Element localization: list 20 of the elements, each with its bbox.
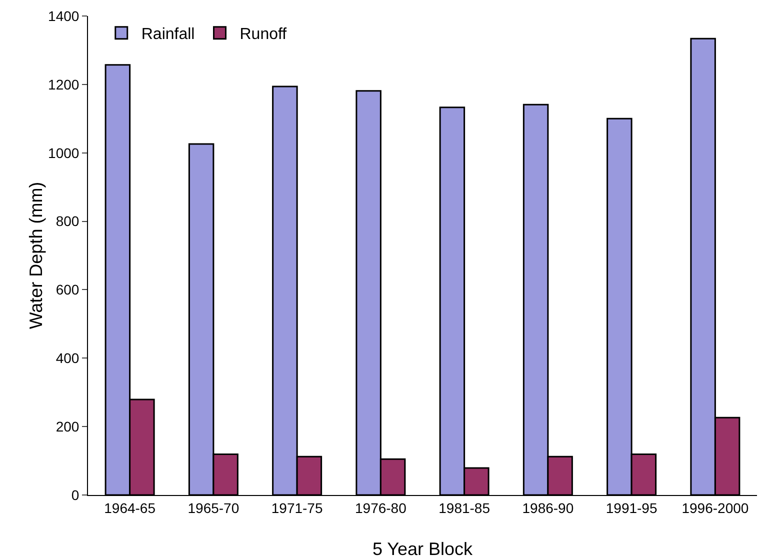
y-tick-label: 0 <box>71 486 80 503</box>
x-tick-label: 1965-70 <box>188 500 240 516</box>
x-tick-label: 1991-95 <box>606 500 658 516</box>
y-axis-title: Water Depth (mm) <box>26 182 46 330</box>
x-tick-label: 1996-2000 <box>682 500 749 516</box>
x-tick-label: 1964-65 <box>104 500 156 516</box>
x-tick-label: 1986-90 <box>522 500 574 516</box>
y-tick-label: 1200 <box>48 76 80 92</box>
legend-label: Rainfall <box>141 26 195 44</box>
x-tick-label: 1981-85 <box>438 500 490 516</box>
x-axis-title: 5 Year Block <box>372 539 474 559</box>
y-tick-label: 200 <box>56 418 80 434</box>
y-tick-label: 800 <box>56 213 80 230</box>
x-tick-label: 1971-75 <box>271 500 323 516</box>
legend-label: Runoff <box>240 26 288 44</box>
x-tick-label: 1976-80 <box>354 500 407 516</box>
y-tick-label: 400 <box>56 350 80 366</box>
y-tick-label: 600 <box>56 282 80 298</box>
y-tick-label: 1400 <box>48 8 80 24</box>
y-tick-label: 1000 <box>48 144 80 161</box>
